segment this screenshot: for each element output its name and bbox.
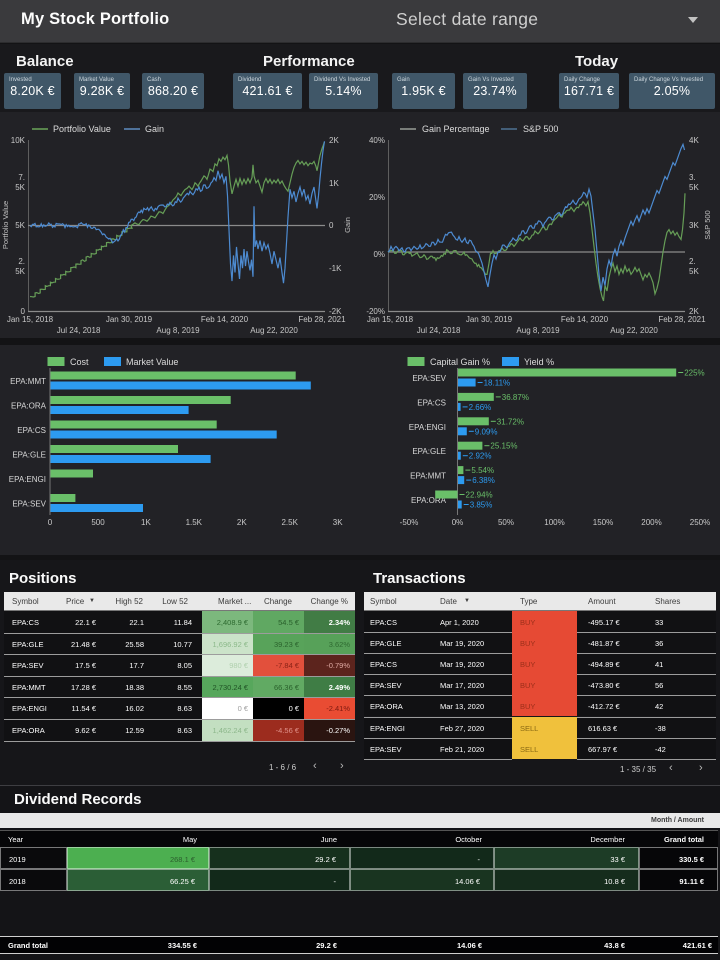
svg-text:EPA:ENGI: EPA:ENGI (9, 475, 46, 484)
svg-text:1.5K: 1.5K (186, 518, 203, 527)
svg-text:2K: 2K (237, 518, 247, 527)
svg-text:EPA:CS: EPA:CS (17, 426, 46, 435)
svg-text:5K: 5K (15, 183, 25, 192)
svg-text:-2K: -2K (329, 307, 342, 316)
svg-text:0: 0 (48, 518, 53, 527)
svg-text:22.94%: 22.94% (466, 491, 493, 500)
svg-text:3.: 3. (689, 173, 696, 182)
svg-text:EPA:MMT: EPA:MMT (10, 377, 46, 386)
svg-text:10K: 10K (11, 136, 26, 145)
svg-text:2.5K: 2.5K (281, 518, 298, 527)
svg-text:2K: 2K (689, 307, 699, 316)
svg-text:5K: 5K (15, 221, 25, 230)
svg-text:7.: 7. (18, 173, 25, 182)
svg-text:2.66%: 2.66% (469, 403, 492, 412)
svg-text:Capital Gain %: Capital Gain % (430, 357, 490, 367)
svg-text:5.54%: 5.54% (471, 466, 494, 475)
svg-text:Jan 30, 2019: Jan 30, 2019 (106, 315, 153, 324)
svg-text:EPA:GLE: EPA:GLE (12, 451, 46, 460)
svg-text:Feb 28, 2021: Feb 28, 2021 (658, 315, 706, 324)
svg-text:Aug 8, 2019: Aug 8, 2019 (156, 326, 200, 335)
svg-text:Jan 30, 2019: Jan 30, 2019 (466, 315, 513, 324)
svg-text:Aug 22, 2020: Aug 22, 2020 (250, 326, 298, 335)
svg-text:0: 0 (21, 307, 26, 316)
svg-text:5K: 5K (15, 267, 25, 276)
svg-text:18.11%: 18.11% (484, 379, 511, 388)
svg-text:2.: 2. (689, 257, 696, 266)
svg-text:6.38%: 6.38% (472, 476, 495, 485)
svg-text:225%: 225% (684, 369, 704, 378)
svg-text:3K: 3K (333, 518, 343, 527)
svg-text:250%: 250% (690, 518, 710, 527)
svg-text:Cost: Cost (70, 357, 89, 367)
svg-text:40%: 40% (369, 136, 385, 145)
svg-text:EPA:SEV: EPA:SEV (12, 500, 46, 509)
svg-text:Market Value: Market Value (126, 357, 178, 367)
svg-text:2K: 2K (329, 136, 339, 145)
svg-text:1K: 1K (329, 179, 339, 188)
svg-text:150%: 150% (593, 518, 613, 527)
svg-text:100%: 100% (544, 518, 564, 527)
svg-text:3.85%: 3.85% (470, 501, 493, 510)
svg-text:31.72%: 31.72% (497, 417, 524, 426)
svg-text:20%: 20% (369, 193, 385, 202)
svg-text:EPA:SEV: EPA:SEV (412, 374, 446, 383)
svg-text:36.87%: 36.87% (502, 393, 529, 402)
svg-text:2.92%: 2.92% (469, 452, 492, 461)
svg-text:EPA:GLE: EPA:GLE (412, 447, 446, 456)
svg-text:200%: 200% (641, 518, 661, 527)
svg-text:Jan 15, 2018: Jan 15, 2018 (367, 315, 414, 324)
svg-text:50%: 50% (498, 518, 514, 527)
svg-text:0: 0 (329, 221, 334, 230)
svg-text:Gain: Gain (343, 217, 352, 233)
svg-text:S&P 500: S&P 500 (703, 210, 712, 239)
svg-text:Yield %: Yield % (524, 357, 554, 367)
svg-text:Portfolio Value: Portfolio Value (53, 124, 111, 134)
svg-text:0%: 0% (452, 518, 464, 527)
svg-text:0%: 0% (373, 250, 385, 259)
svg-text:5K: 5K (689, 267, 699, 276)
svg-text:Aug 22, 2020: Aug 22, 2020 (610, 326, 658, 335)
svg-text:Aug 8, 2019: Aug 8, 2019 (516, 326, 560, 335)
svg-text:Feb 14, 2020: Feb 14, 2020 (201, 315, 249, 324)
svg-text:EPA:ORA: EPA:ORA (411, 496, 447, 505)
svg-text:Jul 24, 2018: Jul 24, 2018 (57, 326, 101, 335)
svg-text:9.09%: 9.09% (475, 427, 498, 436)
svg-text:3K: 3K (689, 221, 699, 230)
svg-text:S&P 500: S&P 500 (523, 124, 558, 134)
svg-text:1K: 1K (141, 518, 151, 527)
svg-text:Feb 14, 2020: Feb 14, 2020 (561, 315, 609, 324)
svg-text:-1K: -1K (329, 264, 342, 273)
svg-text:Feb 28, 2021: Feb 28, 2021 (298, 315, 346, 324)
svg-text:Gain: Gain (145, 124, 164, 134)
svg-text:2.: 2. (18, 257, 25, 266)
svg-text:4K: 4K (689, 136, 699, 145)
svg-text:25.15%: 25.15% (490, 442, 517, 451)
svg-text:Gain Percentage: Gain Percentage (422, 124, 490, 134)
svg-text:Jul 24, 2018: Jul 24, 2018 (417, 326, 461, 335)
svg-text:500: 500 (91, 518, 105, 527)
svg-text:Jan 15, 2018: Jan 15, 2018 (7, 315, 54, 324)
svg-text:EPA:MMT: EPA:MMT (410, 472, 446, 481)
svg-text:-20%: -20% (366, 307, 385, 316)
svg-text:-50%: -50% (400, 518, 419, 527)
svg-text:EPA:CS: EPA:CS (417, 398, 446, 407)
svg-text:EPA:ENGI: EPA:ENGI (409, 423, 446, 432)
svg-text:EPA:ORA: EPA:ORA (11, 402, 47, 411)
svg-text:5K: 5K (689, 183, 699, 192)
svg-text:Portfolio Value: Portfolio Value (1, 201, 10, 249)
